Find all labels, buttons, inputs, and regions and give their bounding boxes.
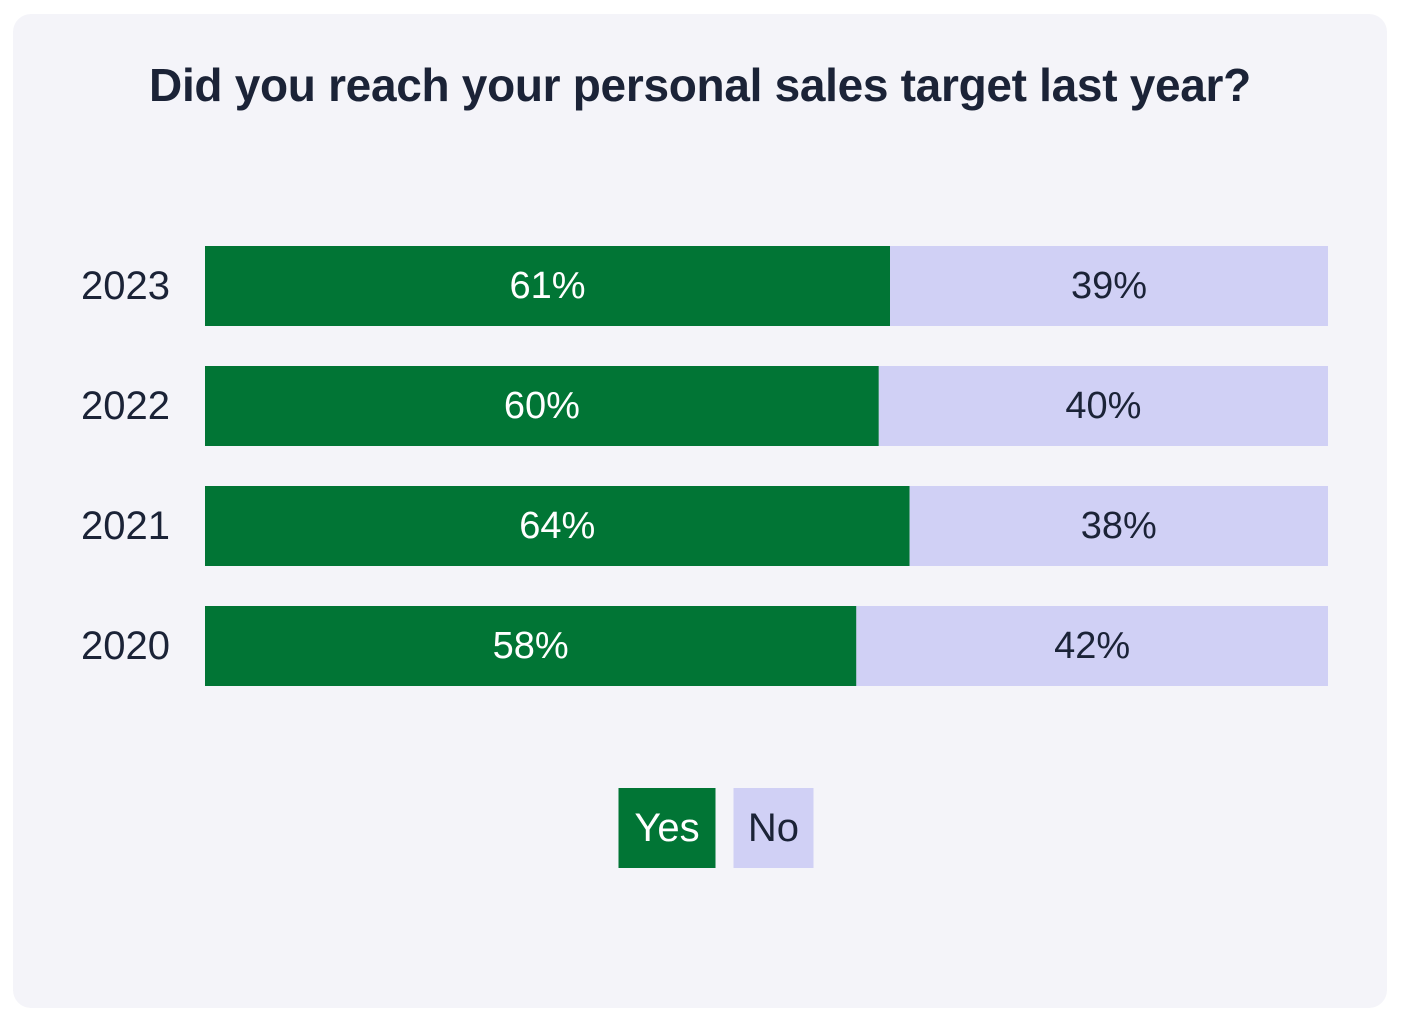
legend-item-no [733, 788, 814, 868]
category-label-2022: 2022 [81, 384, 170, 428]
bar-no-2020 [856, 606, 1328, 686]
bar-yes-2022 [205, 366, 879, 446]
chart-title: Did you reach your personal sales target… [149, 59, 1251, 111]
legend-label-yes: Yes [634, 806, 699, 850]
bar-yes-2020 [205, 606, 857, 686]
bar-no-2023 [890, 246, 1328, 326]
legend-item-yes [618, 788, 716, 868]
category-label-2020: 2020 [81, 624, 170, 668]
legend-label-no: No [748, 806, 799, 850]
bar-yes-2021 [205, 486, 910, 566]
data-label-yes-2022: 60% [504, 385, 580, 427]
category-label-2023: 2023 [81, 264, 170, 308]
data-label-yes-2020: 58% [493, 625, 569, 667]
data-label-no-2023: 39% [1071, 265, 1147, 307]
data-label-yes-2023: 61% [509, 265, 585, 307]
bar-no-2021 [909, 486, 1328, 566]
data-label-yes-2021: 64% [519, 505, 595, 547]
data-label-no-2020: 42% [1054, 625, 1130, 667]
data-label-no-2022: 40% [1065, 385, 1141, 427]
data-label-no-2021: 38% [1081, 505, 1157, 547]
bar-no-2022 [878, 366, 1328, 446]
bar-yes-2023 [205, 246, 891, 326]
category-label-2021: 2021 [81, 504, 170, 548]
